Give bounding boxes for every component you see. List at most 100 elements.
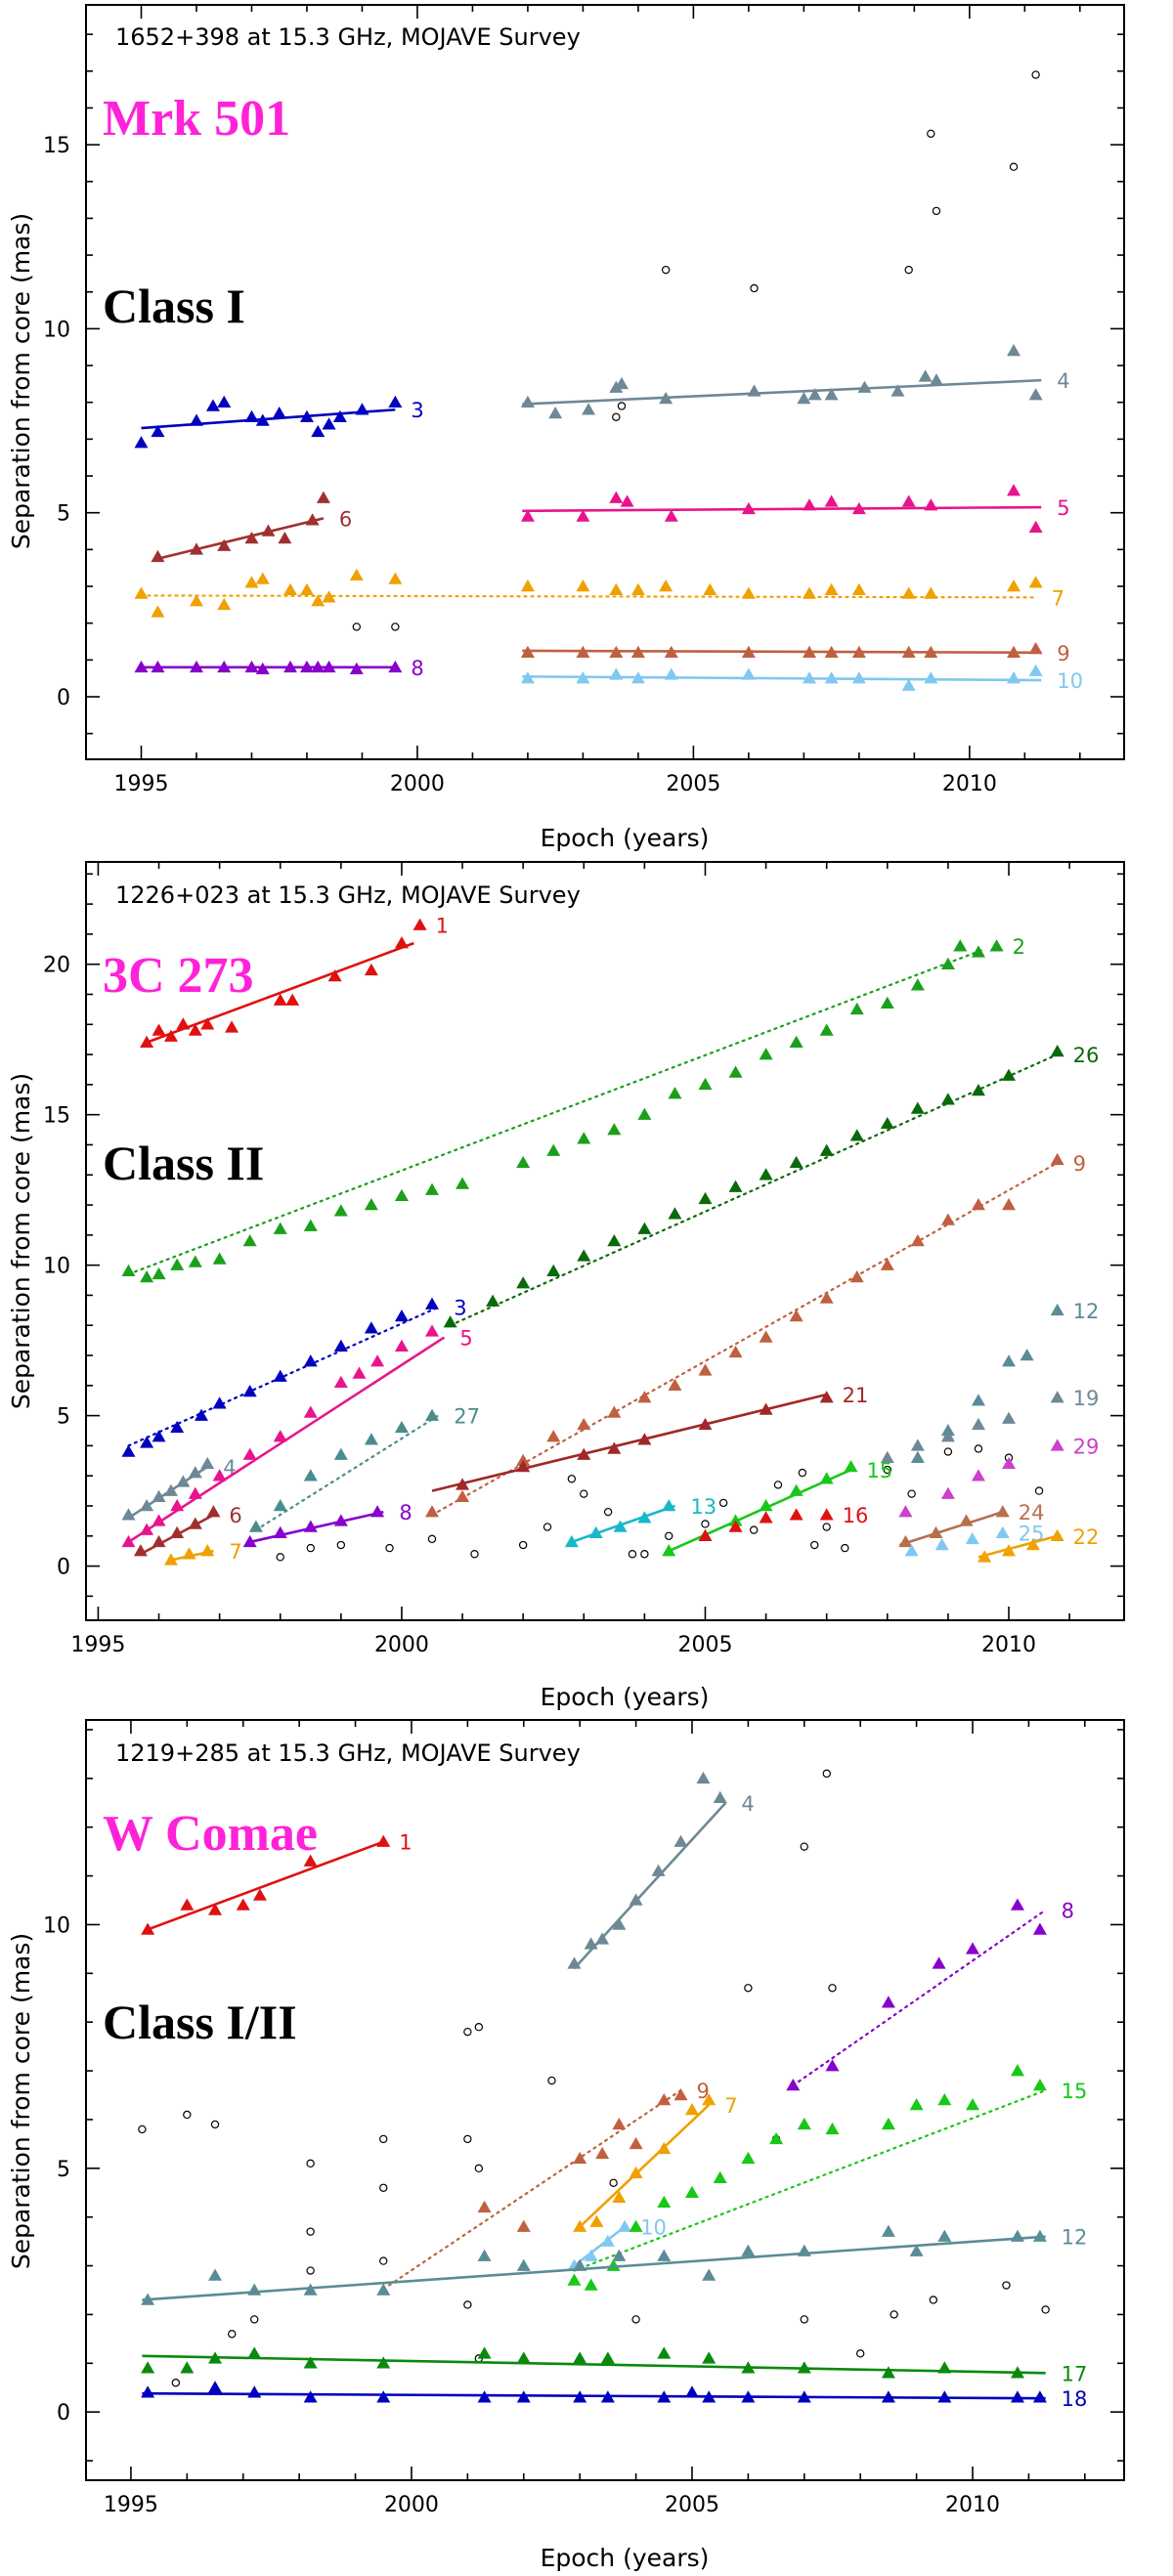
data-point-22: [1050, 1528, 1064, 1542]
data-point-26: [443, 1315, 457, 1328]
data-point-29: [898, 1505, 913, 1518]
data-point-12: [937, 2229, 952, 2242]
unidentified-point: [352, 623, 361, 631]
component-label-8: 8: [1062, 1900, 1074, 1923]
data-point-2: [819, 1023, 834, 1036]
data-point-6: [206, 1505, 221, 1518]
component-1: 1: [140, 915, 449, 1049]
data-point-2: [212, 1252, 227, 1265]
data-point-5: [520, 509, 535, 522]
data-point-2: [333, 1204, 348, 1217]
data-point-6: [261, 524, 276, 537]
data-point-7: [255, 572, 270, 584]
unidentified-point: [470, 1550, 479, 1559]
unidentified-point: [883, 1465, 891, 1475]
data-point-2: [759, 1048, 773, 1060]
component-6: 6: [133, 1504, 242, 1557]
data-point-29: [1002, 1456, 1016, 1470]
data-point-9: [1028, 642, 1043, 655]
data-point-19: [1002, 1411, 1016, 1424]
unidentified-point: [929, 2296, 938, 2304]
data-point-4: [929, 373, 943, 386]
data-point-9: [425, 1505, 439, 1518]
data-point-3: [242, 1384, 257, 1397]
component-label-12: 12: [1062, 2226, 1088, 2250]
data-point-5: [170, 1498, 185, 1512]
component-26: 26: [443, 1044, 1099, 1328]
unidentified-point: [904, 265, 913, 275]
data-point-15: [684, 2185, 699, 2199]
data-point-15: [584, 2278, 598, 2291]
data-point-9: [741, 645, 756, 659]
data-point-26: [577, 1249, 591, 1262]
data-point-5: [664, 509, 678, 522]
data-point-9: [910, 1234, 925, 1247]
unidentified-point: [210, 2120, 220, 2129]
data-point-17: [937, 2361, 952, 2374]
data-point-9: [851, 645, 866, 659]
data-point-18: [702, 2390, 717, 2403]
component-label-27: 27: [454, 1405, 480, 1429]
data-point-3: [140, 1436, 154, 1448]
component-label-10: 10: [1057, 669, 1083, 693]
component-label-2: 2: [1013, 935, 1025, 959]
data-point-8: [349, 662, 364, 674]
data-point-10: [741, 667, 756, 680]
data-point-5: [620, 494, 634, 507]
component-label-9: 9: [1073, 1152, 1086, 1176]
data-point-8: [303, 1520, 318, 1532]
data-point-2: [303, 1219, 318, 1231]
component-5: 5: [121, 1324, 473, 1548]
component-10: 10: [520, 664, 1083, 693]
fit-line-15: [573, 2088, 1047, 2272]
data-point-27: [273, 1498, 287, 1512]
data-point-7: [388, 572, 403, 584]
component-6: 6: [151, 491, 352, 563]
data-point-2: [516, 1155, 531, 1169]
data-point-2: [971, 945, 985, 958]
component-12: 12: [141, 2224, 1088, 2305]
data-point-2: [698, 1077, 713, 1091]
data-point-7: [163, 1553, 178, 1566]
data-point-26: [849, 1129, 864, 1141]
data-point-13: [662, 1498, 676, 1512]
data-point-12: [909, 2244, 924, 2256]
data-point-12: [940, 1424, 955, 1437]
data-point-5: [352, 1366, 367, 1379]
unidentified-point: [171, 2379, 181, 2387]
data-point-9: [1007, 645, 1021, 659]
data-point-6: [305, 513, 320, 526]
data-point-1: [140, 1035, 154, 1049]
data-point-3: [272, 407, 286, 419]
component-13: 13: [564, 1495, 717, 1548]
component-19: 19: [880, 1387, 1099, 1463]
data-point-2: [364, 1198, 378, 1211]
data-point-29: [1050, 1438, 1064, 1451]
data-point-17: [741, 2361, 756, 2374]
data-point-25: [934, 1538, 949, 1551]
data-point-12: [797, 2244, 811, 2256]
data-point-2: [394, 1188, 409, 1202]
data-point-15: [662, 1544, 676, 1557]
data-point-26: [971, 1084, 985, 1096]
data-point-9: [657, 2093, 672, 2106]
data-point-22: [978, 1550, 992, 1563]
component-15: 15: [567, 2064, 1087, 2291]
data-point-3: [333, 1339, 348, 1352]
data-point-1: [180, 1898, 195, 1911]
component-label-7: 7: [724, 2094, 737, 2118]
data-point-17: [881, 2366, 895, 2379]
data-point-2: [188, 1255, 202, 1267]
data-point-10: [1007, 671, 1021, 684]
data-point-8: [333, 1514, 348, 1526]
component-label-6: 6: [339, 507, 352, 531]
data-point-1: [327, 969, 342, 982]
data-point-15: [881, 2117, 895, 2130]
fit-line-3: [141, 408, 396, 430]
data-point-29: [940, 1486, 955, 1499]
data-point-10: [600, 2234, 615, 2247]
data-point-7: [741, 586, 756, 599]
data-point-9: [698, 1363, 713, 1376]
data-point-2: [989, 939, 1004, 952]
data-point-9: [520, 645, 535, 659]
